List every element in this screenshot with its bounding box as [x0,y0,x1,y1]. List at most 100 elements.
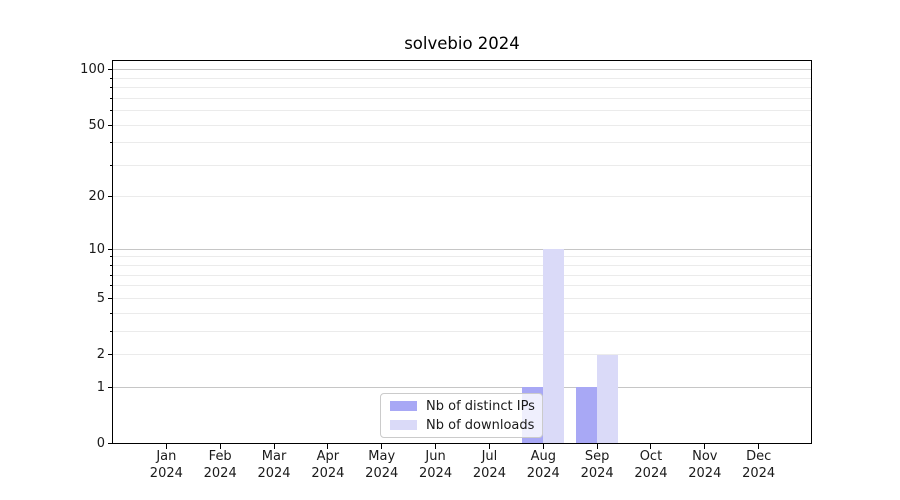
y-gridline-minor [113,77,811,79]
y-gridline-minor [113,97,811,99]
bar-distinct-ips [576,387,598,443]
x-tick-label: Aug 2024 [511,449,575,482]
x-tick [435,444,437,449]
x-label-year: 2024 [634,465,668,481]
y-tick-label: 5 [96,290,105,306]
y-minor-tick [110,256,113,258]
x-label-month: Feb [208,449,232,464]
y-tick [108,196,113,198]
legend-item-downloads: Nb of downloads [390,418,542,433]
x-label-year: 2024 [526,465,560,481]
y-gridline-major [113,248,811,250]
y-gridline-minor [113,354,811,355]
y-tick [108,248,113,250]
x-tick-label: Sep 2024 [565,449,629,482]
y-gridline-minor [113,312,811,314]
y-gridline-major [113,69,811,71]
x-label-month: Mar [261,449,287,464]
x-label-month: Nov [692,449,718,464]
x-tick-label: Oct 2024 [619,449,683,482]
x-label-month: Apr [316,449,340,464]
x-tick-label: Apr 2024 [296,449,360,482]
y-gridline-minor [113,297,811,299]
y-tick-label: 50 [88,117,105,133]
x-tick-label: Feb 2024 [188,449,252,482]
y-gridline-minor [113,265,811,267]
x-label-month: Sep [584,449,610,464]
x-tick [219,444,221,449]
legend-swatch-downloads [390,420,417,430]
y-gridline-minor [113,274,811,276]
x-tick-label: Jan 2024 [134,449,198,482]
x-label-month: Jan [156,449,177,464]
x-tick [381,444,383,449]
x-label-month: May [368,449,396,464]
y-minor-tick [110,312,113,314]
y-gridline-minor [113,142,811,144]
y-minor-tick [110,330,113,332]
x-label-year: 2024 [580,465,614,481]
y-minor-tick [110,110,113,112]
x-tick [488,444,490,449]
x-tick-label: May 2024 [350,449,414,482]
y-tick [108,386,113,388]
x-label-year: 2024 [688,465,722,481]
x-label-month: Oct [639,449,663,464]
x-label-year: 2024 [365,465,399,481]
y-gridline-minor [113,110,811,112]
x-label-year: 2024 [203,465,237,481]
x-tick-label: Nov 2024 [673,449,737,482]
y-tick-label: 10 [88,241,105,257]
x-tick [542,444,544,449]
x-label-year: 2024 [742,465,776,481]
y-gridline-minor [113,256,811,258]
legend: Nb of distinct IPs Nb of downloads [380,393,543,438]
x-label-month: Aug [530,449,556,464]
y-minor-tick [110,265,113,267]
y-gridline-minor [113,164,811,166]
legend-swatch-distinct-ips [390,401,417,411]
y-gridline-minor [113,285,811,287]
x-label-year: 2024 [311,465,345,481]
x-label-month: Jun [425,449,446,464]
legend-label-downloads: Nb of downloads [426,417,535,433]
y-tick-label: 1 [96,379,105,395]
x-tick-label: Jul 2024 [457,449,521,482]
y-tick [108,443,113,444]
bar-downloads [543,249,565,443]
x-label-year: 2024 [419,465,453,481]
y-tick-label: 2 [96,347,105,362]
y-tick-label: 20 [88,189,105,205]
y-minor-tick [110,97,113,99]
y-tick [108,354,113,355]
y-minor-tick [110,285,113,287]
x-label-year: 2024 [472,465,506,481]
x-tick [327,444,329,449]
x-tick-label: Mar 2024 [242,449,306,482]
y-gridline-minor [113,124,811,126]
y-minor-tick [110,274,113,276]
legend-item-distinct-ips: Nb of distinct IPs [390,399,542,414]
x-tick [596,444,598,449]
x-tick-label: Jun 2024 [404,449,468,482]
y-minor-tick [110,77,113,79]
x-tick [704,444,706,449]
x-tick [273,444,275,449]
y-gridline-minor [113,196,811,198]
y-gridline-minor [113,87,811,89]
legend-label-distinct-ips: Nb of distinct IPs [426,398,535,414]
chart-title: solvebio 2024 [404,34,520,53]
y-gridline-major [113,386,811,388]
bar-downloads [597,354,619,443]
y-minor-tick [110,164,113,166]
x-label-year: 2024 [149,465,183,481]
x-label-month: Dec [746,449,772,464]
x-tick [650,444,652,449]
y-tick [108,297,113,299]
y-tick-label: 0 [96,436,105,451]
x-tick [165,444,167,449]
y-tick-label: 100 [80,62,105,78]
x-tick [758,444,760,449]
x-label-month: Jul [481,449,498,464]
